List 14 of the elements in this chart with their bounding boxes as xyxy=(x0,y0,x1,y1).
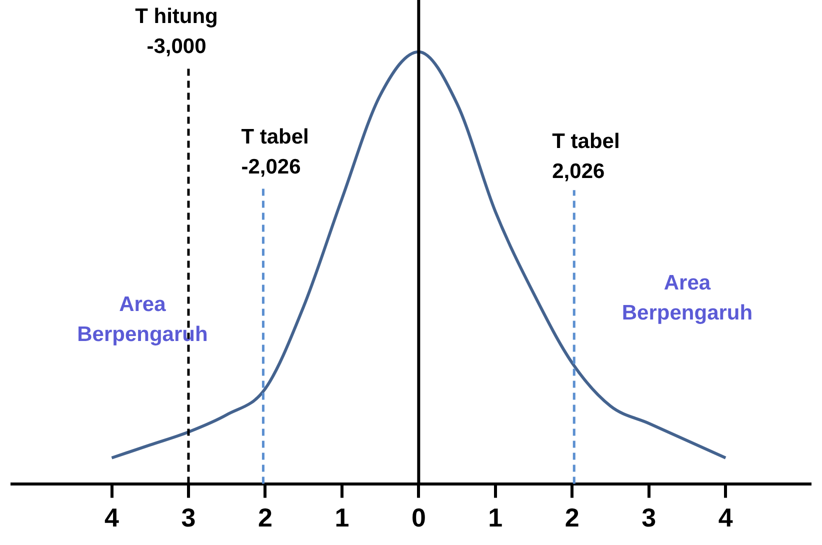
x-tick-label: 2 xyxy=(258,502,272,533)
x-tick-label: 3 xyxy=(181,502,196,533)
ref-line-label: T hitung -3,000 xyxy=(135,4,218,58)
x-tick-label: 0 xyxy=(411,502,426,533)
annotation: Area Berpengaruh xyxy=(77,293,208,346)
annotation: Area Berpengaruh xyxy=(622,271,753,324)
x-tick-label: 4 xyxy=(104,502,120,533)
x-tick-label: 2 xyxy=(564,502,580,533)
x-tick-label: 1 xyxy=(334,502,350,533)
x-tick-label: 1 xyxy=(488,502,503,533)
x-tick-label: 3 xyxy=(642,502,656,533)
x-tick-label: 4 xyxy=(718,502,734,533)
ref-line-label: T tabel 2,026 xyxy=(552,130,620,184)
ref-line-label: T tabel -2,026 xyxy=(241,126,309,179)
